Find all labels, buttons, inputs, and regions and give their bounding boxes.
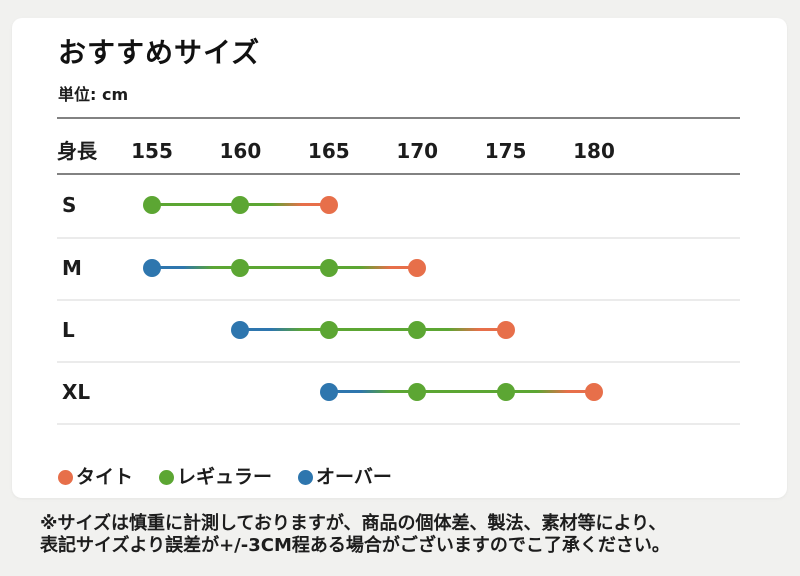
- tick-170: 170: [396, 139, 439, 163]
- tick-165: 165: [307, 139, 350, 163]
- size-chart: 身長 155 160 165 170 175 180 S M L XL: [12, 18, 787, 498]
- dot-tight: [319, 196, 338, 214]
- unit-label: 単位: cm: [58, 85, 129, 104]
- row-separator: [57, 237, 740, 239]
- dot-over: [143, 259, 161, 277]
- header-bottom-rule: [57, 173, 740, 175]
- legend-item-over: オーバー: [298, 464, 392, 490]
- legend-label-regular: レギュラー: [177, 466, 273, 488]
- range-segment: [328, 390, 418, 393]
- dot-regular: [319, 321, 338, 339]
- dot-regular: [496, 383, 515, 401]
- row-label-XL: XL: [62, 380, 91, 404]
- range-segment: [240, 266, 329, 269]
- range-segment: [240, 203, 329, 206]
- dot-regular: [231, 259, 250, 277]
- legend-dot-regular-icon: [159, 469, 175, 485]
- range-segment: [152, 266, 241, 269]
- dot-tight: [496, 321, 515, 339]
- tick-180: 180: [573, 139, 615, 163]
- tick-175: 175: [484, 139, 527, 163]
- range-segment: [417, 328, 506, 331]
- range-segment: [328, 328, 418, 331]
- range-segment: [505, 390, 594, 393]
- dot-over: [319, 383, 338, 401]
- tick-155: 155: [131, 139, 173, 163]
- dot-regular: [408, 383, 427, 401]
- row-separator: [57, 423, 740, 425]
- x-axis-label: 身長: [57, 139, 97, 163]
- range-segment: [328, 266, 418, 269]
- legend-dot-tight-icon: [58, 469, 73, 485]
- range-segment: [417, 390, 506, 393]
- legend-label-tight: タイト: [76, 466, 134, 488]
- page-title: おすすめサイズ: [58, 36, 261, 69]
- legend-item-regular: レギュラー: [159, 464, 272, 490]
- row-label-L: L: [62, 318, 75, 342]
- legend-label-over: オーバー: [316, 466, 392, 488]
- range-segment: [152, 203, 241, 206]
- chart-legend: タイト レギュラー オーバー: [58, 464, 392, 490]
- header-top-rule: [57, 117, 740, 119]
- dot-over: [231, 321, 250, 339]
- row-label-M: M: [62, 256, 82, 280]
- dot-tight: [408, 259, 427, 277]
- dot-regular: [319, 259, 338, 277]
- row-separator: [57, 299, 740, 301]
- dot-regular: [408, 321, 427, 339]
- range-segment: [240, 328, 329, 331]
- row-label-S: S: [62, 193, 77, 217]
- dot-tight: [585, 383, 603, 401]
- footnote-line: 表記サイズより誤差が+/-3CM程ある場合がございますのでこ了承ください。: [40, 535, 670, 556]
- dot-regular: [231, 196, 250, 214]
- footnote-line: ※サイズは慎重に計測しておりますが、商品の個体差、製法、素材等により、: [40, 513, 667, 534]
- row-separator: [57, 361, 740, 363]
- tick-160: 160: [219, 139, 262, 163]
- footnote: ※サイズは慎重に計測しておりますが、商品の個体差、製法、素材等により、 表記サイ…: [40, 513, 670, 557]
- size-guide-card: おすすめサイズ 単位: cm 身長 155 160 165 170 175 180 S M L XL…: [12, 18, 787, 498]
- legend-dot-over-icon: [298, 469, 314, 485]
- dot-regular: [143, 196, 161, 214]
- legend-item-tight: タイト: [58, 464, 133, 490]
